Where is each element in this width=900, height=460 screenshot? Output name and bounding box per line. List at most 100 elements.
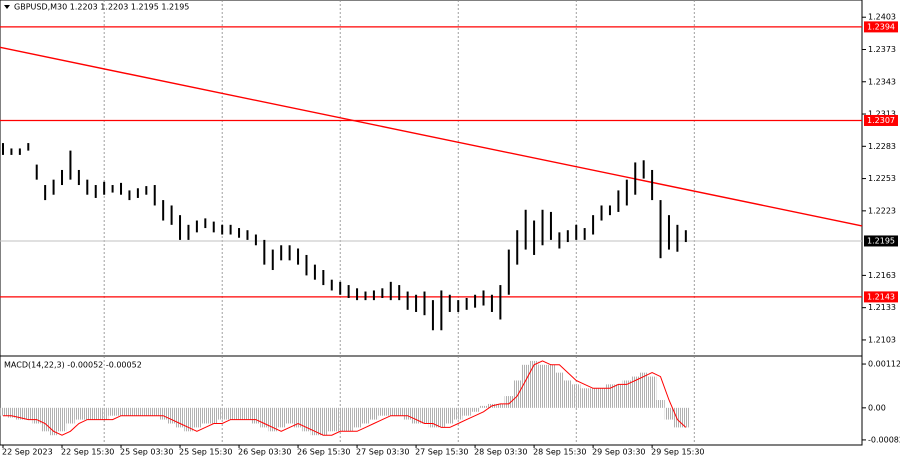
price-bar bbox=[136, 188, 139, 198]
price-bar bbox=[406, 291, 409, 310]
macd-bar bbox=[437, 407, 446, 428]
macd-bar bbox=[66, 407, 75, 424]
macd-bar bbox=[369, 407, 379, 420]
price-bar bbox=[145, 186, 148, 195]
macd-bar bbox=[142, 407, 151, 416]
macd-bar bbox=[580, 388, 589, 408]
price-bar bbox=[608, 205, 611, 216]
price-bar bbox=[170, 205, 173, 225]
x-tick-label: 25 Sep 15:30 bbox=[179, 448, 232, 457]
price-bar bbox=[69, 150, 72, 180]
x-tick-label: 22 Sep 2023 bbox=[2, 448, 53, 457]
macd-bar bbox=[403, 407, 412, 420]
price-bar bbox=[634, 162, 637, 195]
macd-bar bbox=[361, 407, 370, 424]
price-bar bbox=[558, 232, 561, 249]
macd-bar bbox=[656, 400, 665, 408]
macd-bar bbox=[647, 376, 657, 408]
macd-bar bbox=[260, 407, 269, 428]
macd-bar bbox=[386, 407, 395, 416]
macd-bar bbox=[310, 407, 320, 436]
price-tag-label: 1.2394 bbox=[867, 22, 895, 31]
price-bar bbox=[440, 290, 443, 331]
x-tick-label: 29 Sep 03:30 bbox=[592, 448, 645, 457]
macd-bar bbox=[268, 407, 277, 432]
price-bar bbox=[86, 179, 89, 195]
price-bar bbox=[2, 143, 4, 155]
macd-bar bbox=[622, 380, 632, 408]
macd-bar bbox=[133, 407, 143, 416]
price-bar bbox=[204, 218, 207, 229]
macd-bar bbox=[150, 407, 159, 416]
price-bar bbox=[229, 224, 232, 235]
macd-bar bbox=[454, 407, 463, 420]
x-tick-label: 26 Sep 03:30 bbox=[238, 448, 291, 457]
price-bar bbox=[347, 285, 350, 298]
price-bar bbox=[642, 160, 645, 179]
y-tick-label: 0.00 bbox=[868, 403, 886, 412]
macd-bar bbox=[572, 384, 581, 408]
macd-bar bbox=[49, 407, 58, 436]
macd-bar bbox=[462, 407, 471, 416]
price-bar bbox=[162, 200, 165, 221]
price-bar bbox=[659, 200, 662, 259]
price-bar bbox=[238, 228, 241, 238]
macd-bar bbox=[445, 407, 454, 424]
macd-bar bbox=[411, 407, 421, 424]
macd-bar bbox=[673, 407, 682, 428]
price-bar bbox=[77, 169, 80, 186]
price-bar bbox=[111, 185, 114, 193]
macd-bar bbox=[327, 407, 336, 432]
macd-bar bbox=[7, 407, 16, 418]
x-tick-label: 26 Sep 15:30 bbox=[297, 448, 350, 457]
price-bar bbox=[465, 297, 468, 310]
macd-bar bbox=[32, 407, 41, 424]
price-bar bbox=[566, 230, 569, 243]
macd-bar bbox=[184, 407, 193, 432]
price-bar bbox=[52, 179, 55, 195]
macd-bar bbox=[167, 407, 176, 424]
macd-bar bbox=[521, 364, 530, 408]
price-bar bbox=[35, 164, 38, 180]
price-bar bbox=[297, 248, 300, 265]
price-bar bbox=[625, 179, 628, 206]
macd-bar bbox=[293, 407, 303, 428]
price-bar bbox=[313, 264, 316, 280]
price-bar bbox=[221, 224, 224, 235]
macd-bar bbox=[420, 407, 429, 424]
macd-bar bbox=[395, 407, 404, 416]
price-bar bbox=[27, 143, 30, 151]
y-tick-label: 0.00112 bbox=[868, 360, 900, 369]
x-tick-label: 22 Sep 15:30 bbox=[61, 448, 114, 457]
macd-bar bbox=[302, 407, 311, 432]
price-bar bbox=[254, 234, 257, 246]
price-tag bbox=[864, 235, 898, 247]
macd-bar bbox=[83, 407, 92, 420]
price-bar bbox=[128, 190, 131, 201]
macd-bar bbox=[0, 407, 8, 416]
macd-bar bbox=[57, 407, 67, 432]
macd-bar bbox=[276, 407, 286, 428]
macd-bar bbox=[614, 384, 623, 408]
macd-bar bbox=[125, 407, 134, 416]
macd-bar bbox=[639, 372, 648, 408]
macd-bar bbox=[538, 364, 547, 408]
price-bar bbox=[583, 228, 586, 240]
macd-bar bbox=[470, 407, 480, 412]
signal-line bbox=[3, 360, 687, 436]
y-tick-label: 1.2253 bbox=[868, 174, 896, 183]
price-bar bbox=[423, 291, 426, 316]
price-bar bbox=[94, 185, 97, 198]
macd-bar bbox=[479, 405, 488, 408]
macd-bar bbox=[24, 407, 33, 420]
price-bar bbox=[263, 239, 266, 265]
y-tick-label: 1.2103 bbox=[868, 335, 896, 344]
price-bar bbox=[541, 209, 544, 246]
price-bar bbox=[617, 190, 620, 212]
price-tag bbox=[864, 21, 898, 33]
macd-bar bbox=[99, 407, 109, 420]
price-bar bbox=[61, 169, 64, 186]
price-bar bbox=[684, 230, 687, 243]
